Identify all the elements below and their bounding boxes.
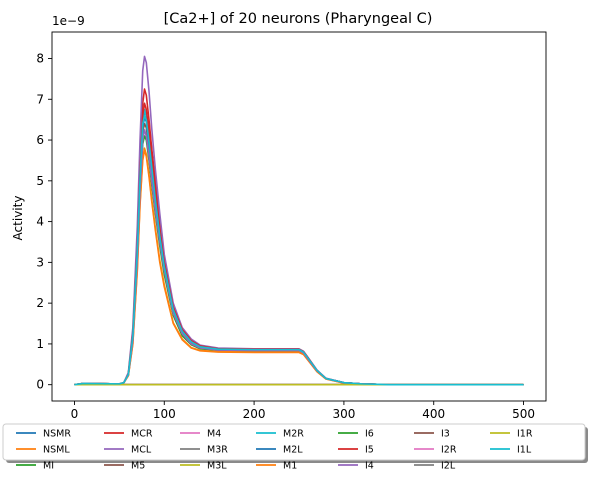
y-tick-label: 5 bbox=[36, 174, 44, 188]
legend-label: M2L bbox=[283, 445, 303, 456]
legend-item-i2l: I2L bbox=[414, 461, 456, 472]
legend-box bbox=[2, 423, 586, 461]
legend-item-m1: M1 bbox=[256, 461, 297, 472]
x-axis: 0 100 200 300 400 500 bbox=[71, 401, 535, 421]
legend-label: I2R bbox=[441, 445, 457, 456]
y-tick-label: 8 bbox=[36, 52, 44, 66]
legend-label: M3R bbox=[207, 445, 228, 456]
legend-label: M1 bbox=[283, 461, 297, 472]
y-scale-label: 1e−9 bbox=[52, 14, 85, 28]
x-tick-label: 500 bbox=[512, 407, 535, 421]
x-tick-label: 200 bbox=[243, 407, 266, 421]
series-lines bbox=[74, 55, 524, 386]
legend-label: NSMR bbox=[43, 429, 71, 440]
legend: NSMR NSML MI MCR MCL M5 M4 M3R M3L M2R M2L M1 I6 I5 I4… bbox=[2, 423, 588, 472]
legend-item-nsml: NSML bbox=[16, 445, 70, 456]
legend-item-m2r: M2R bbox=[256, 429, 304, 440]
legend-label: I6 bbox=[365, 429, 374, 440]
legend-label: I5 bbox=[365, 445, 374, 456]
legend-item-i1r: I1R bbox=[490, 429, 533, 440]
series-line-i4 bbox=[74, 129, 524, 386]
series-line-mcl bbox=[74, 55, 524, 386]
legend-item-i4: I4 bbox=[338, 461, 374, 472]
plot-area bbox=[51, 31, 547, 402]
series-line-i1l bbox=[74, 114, 524, 386]
legend-item-m2l: M2L bbox=[256, 445, 303, 456]
y-tick-label: 3 bbox=[36, 255, 44, 269]
legend-item-m3l: M3L bbox=[180, 461, 227, 472]
legend-label: I4 bbox=[365, 461, 374, 472]
y-tick-label: 4 bbox=[36, 215, 44, 229]
legend-label: M3L bbox=[207, 461, 227, 472]
legend-label: I3 bbox=[441, 429, 450, 440]
legend-label: M5 bbox=[131, 461, 145, 472]
y-axis-label: Activity bbox=[11, 196, 25, 241]
y-axis: 0 1 2 3 4 5 6 7 8 bbox=[36, 52, 52, 392]
legend-label: I2L bbox=[441, 461, 456, 472]
legend-item-mi: MI bbox=[16, 461, 54, 472]
y-tick-label: 1 bbox=[36, 337, 44, 351]
legend-label: I1L bbox=[517, 445, 532, 456]
legend-item-i2r: I2R bbox=[414, 445, 457, 456]
legend-item-mcr: MCR bbox=[104, 429, 153, 440]
legend-label: I1R bbox=[517, 429, 533, 440]
x-tick-label: 100 bbox=[153, 407, 176, 421]
legend-item-nsmr: NSMR bbox=[16, 429, 71, 440]
x-tick-label: 300 bbox=[332, 407, 355, 421]
legend-label: M2R bbox=[283, 429, 304, 440]
legend-item-m3r: M3R bbox=[180, 445, 228, 456]
legend-item-i1l: I1L bbox=[490, 445, 532, 456]
plot-frame bbox=[51, 31, 547, 402]
legend-item-i6: I6 bbox=[338, 429, 374, 440]
x-tick-label: 0 bbox=[71, 407, 79, 421]
legend-label: NSML bbox=[43, 445, 70, 456]
x-tick-label: 400 bbox=[422, 407, 445, 421]
legend-item-mcl: MCL bbox=[104, 445, 152, 456]
legend-item-i3: I3 bbox=[414, 429, 450, 440]
chart-title: [Ca2+] of 20 neurons (Pharyngeal C) bbox=[164, 11, 433, 27]
y-tick-label: 7 bbox=[36, 92, 44, 106]
legend-item-m4: M4 bbox=[180, 429, 221, 440]
legend-label: MCL bbox=[131, 445, 152, 456]
legend-item-m5: M5 bbox=[104, 461, 145, 472]
y-tick-label: 6 bbox=[36, 133, 44, 147]
y-tick-label: 0 bbox=[36, 378, 44, 392]
legend-label: MCR bbox=[131, 429, 153, 440]
legend-label: MI bbox=[43, 461, 54, 472]
legend-item-i5: I5 bbox=[338, 445, 374, 456]
legend-label: M4 bbox=[207, 429, 221, 440]
y-tick-label: 2 bbox=[36, 296, 44, 310]
